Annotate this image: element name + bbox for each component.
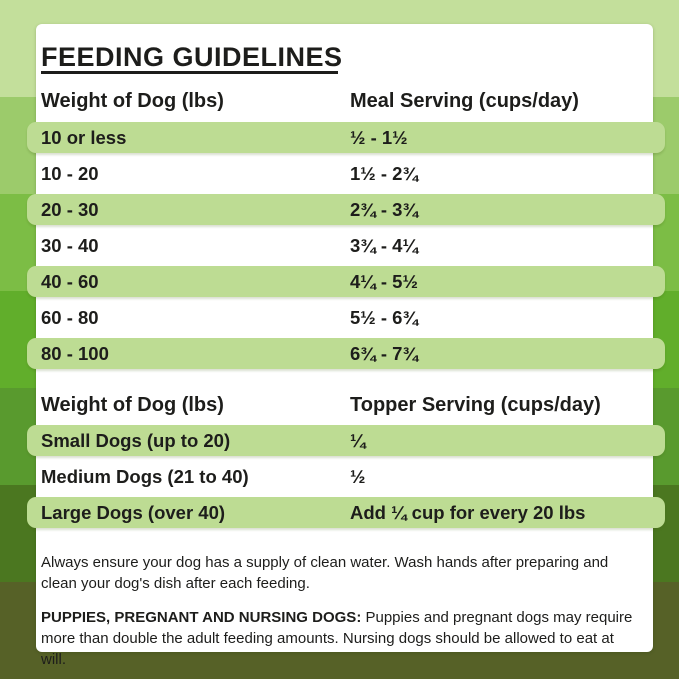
row-weight: 30 - 40: [41, 235, 99, 256]
table-row: 20 - 30 2¾ - 3¾: [27, 192, 665, 228]
row-serving: 3¾ - 4¼: [350, 235, 418, 256]
page-title: FEEDING GUIDELINES: [41, 42, 343, 72]
topper-table-header: Weight of Dog (lbs) Topper Serving (cups…: [36, 394, 653, 418]
row-serving: Add ¼ cup for every 20 lbs: [350, 502, 586, 523]
puppies-note-body: Puppies and pregnant dogs may require mo…: [41, 609, 633, 668]
row-highlight: [27, 425, 665, 456]
row-serving: 5½ - 6¾: [350, 307, 418, 328]
meal-table-header: Weight of Dog (lbs) Meal Serving (cups/d…: [36, 90, 653, 114]
table-row: 60 - 80 5½ - 6¾: [36, 300, 653, 336]
weight-column-header: Weight of Dog (lbs): [41, 90, 224, 112]
table-row: 40 - 60 4¼ - 5½: [27, 264, 665, 300]
row-highlight: [27, 194, 665, 225]
row-weight: 10 - 20: [41, 163, 99, 184]
row-weight: 20 - 30: [41, 199, 99, 220]
topper-table: Small Dogs (up to 20) ¼ Medium Dogs (21 …: [27, 423, 665, 531]
feeding-guidelines-card: FEEDING GUIDELINES Weight of Dog (lbs) M…: [27, 24, 665, 668]
row-serving: 1½ - 2¾: [350, 163, 418, 184]
row-highlight: [27, 122, 665, 153]
row-serving: ¼: [350, 430, 366, 451]
row-weight: 40 - 60: [41, 271, 99, 292]
row-weight: 60 - 80: [41, 307, 99, 328]
row-serving: 2¾ - 3¾: [350, 199, 418, 220]
meal-serving-column-header: Meal Serving (cups/day): [350, 90, 579, 112]
row-weight: 80 - 100: [41, 343, 109, 364]
table-row: Medium Dogs (21 to 40) ½: [36, 459, 653, 495]
row-highlight: [27, 497, 665, 528]
row-serving: ½: [350, 466, 366, 487]
row-serving: 6¾ - 7¾: [350, 343, 418, 364]
row-highlight: [27, 338, 665, 369]
weight-column-header: Weight of Dog (lbs): [41, 394, 224, 416]
row-serving: ½ - 1½: [350, 127, 408, 148]
row-weight: Medium Dogs (21 to 40): [41, 466, 249, 487]
row-weight: Small Dogs (up to 20): [41, 430, 231, 451]
row-highlight: [27, 266, 665, 297]
row-serving: 4¼ - 5½: [350, 271, 418, 292]
puppies-note-label: PUPPIES, PREGNANT AND NURSING DOGS:: [41, 609, 362, 626]
puppies-note: PUPPIES, PREGNANT AND NURSING DOGS: Pupp…: [41, 607, 641, 670]
row-weight: Large Dogs (over 40): [41, 502, 226, 523]
table-row: 30 - 40 3¾ - 4¼: [36, 228, 653, 264]
table-row: 80 - 100 6¾ - 7¾: [27, 336, 665, 372]
table-row: Large Dogs (over 40) Add ¼ cup for every…: [27, 495, 665, 531]
table-row: 10 or less ½ - 1½: [27, 120, 665, 156]
table-row: Small Dogs (up to 20) ¼: [27, 423, 665, 459]
meal-table: 10 or less ½ - 1½ 10 - 20 1½ - 2¾ 20 - 3…: [27, 120, 665, 372]
title-underline: [41, 71, 338, 74]
row-weight: 10 or less: [41, 127, 127, 148]
topper-serving-column-header: Topper Serving (cups/day): [350, 394, 601, 416]
table-row: 10 - 20 1½ - 2¾: [36, 156, 653, 192]
footnotes: Always ensure your dog has a supply of c…: [41, 552, 641, 679]
water-note: Always ensure your dog has a supply of c…: [41, 554, 609, 592]
